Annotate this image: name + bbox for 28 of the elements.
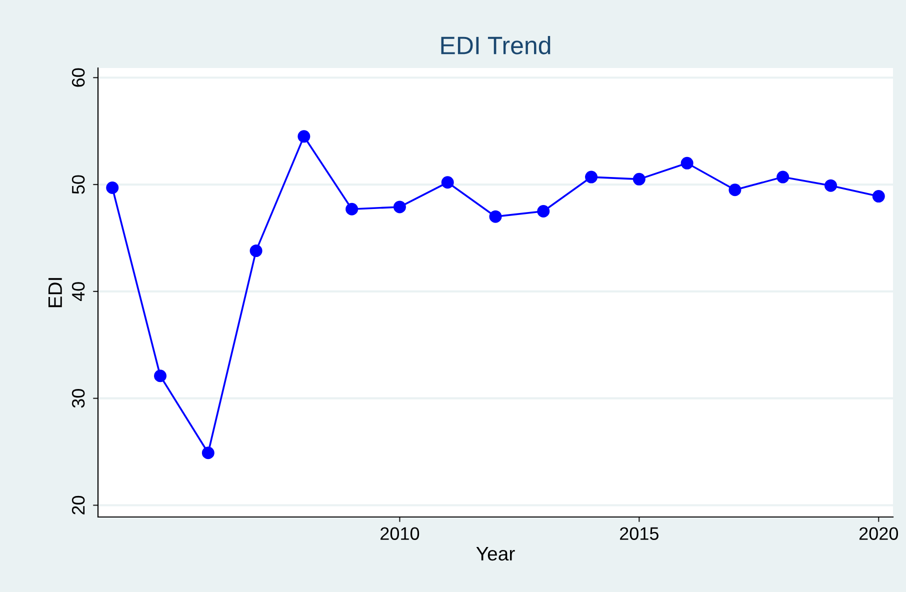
point	[728, 184, 742, 196]
point	[585, 170, 598, 184]
chart-title: EDI Trend	[441, 36, 550, 54]
point	[872, 190, 885, 203]
y-axis-title: EDI	[48, 278, 62, 308]
point	[393, 200, 406, 214]
y-tick-label: 40	[72, 282, 85, 302]
y-tick-label: 60	[72, 68, 85, 87]
y-tick-label: 30	[72, 389, 85, 408]
point	[824, 179, 837, 192]
x-tick-label: 2020	[859, 527, 898, 540]
point	[441, 176, 454, 189]
point	[776, 170, 790, 184]
x-tick-label: 2010	[380, 527, 420, 540]
point	[106, 181, 119, 194]
point	[489, 210, 502, 223]
point	[632, 172, 646, 186]
point	[154, 370, 167, 382]
x-axis-title: Year	[476, 547, 515, 561]
y-tick-label: 50	[72, 175, 85, 194]
y-tick-label: 20	[72, 496, 85, 514]
point	[250, 244, 262, 258]
point	[202, 446, 214, 460]
point	[680, 156, 694, 170]
point	[298, 130, 310, 143]
x-tick-label: 2015	[620, 527, 659, 540]
point	[537, 205, 550, 218]
point	[346, 202, 358, 216]
